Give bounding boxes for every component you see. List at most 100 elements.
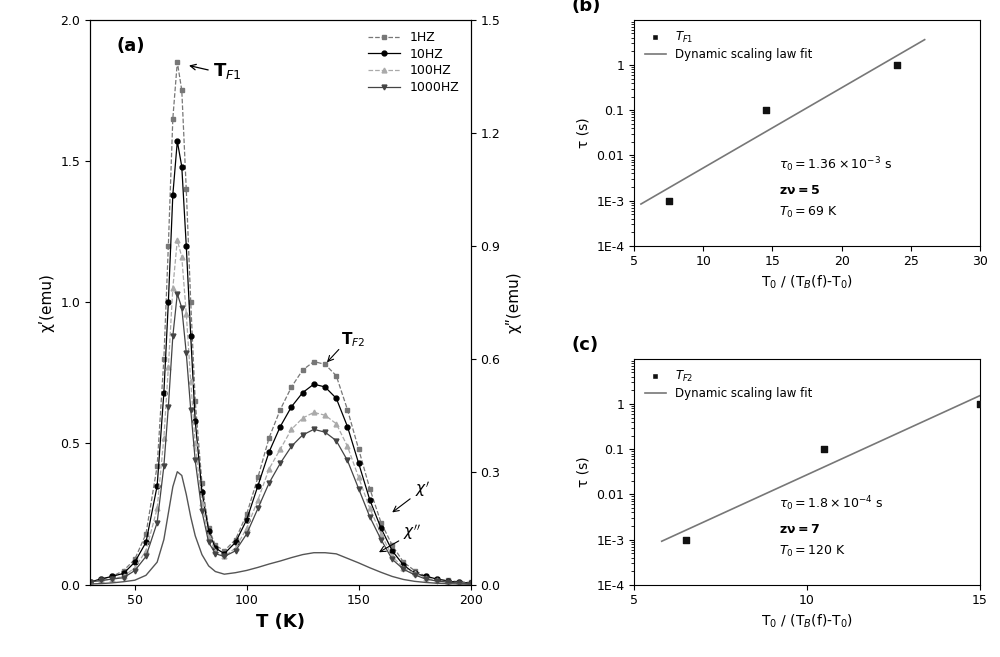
1HZ (209, 541, 221, 549)
Point (889, 60, 905, 70)
X-axis label: T$_0$ / (T$_B$(f)-T$_0$): T$_0$ / (T$_B$(f)-T$_0$) (761, 613, 853, 631)
10HZ (453, 578, 465, 586)
10HZ (106, 572, 118, 580)
1HZ (176, 87, 188, 95)
1000HZ (84, 578, 96, 586)
10HZ (176, 163, 188, 171)
10HZ (185, 332, 197, 340)
100HZ (162, 363, 174, 371)
1000HZ (409, 571, 421, 579)
1000HZ (180, 349, 192, 357)
X-axis label: T$_0$ / (T$_B$(f)-T$_0$): T$_0$ / (T$_B$(f)-T$_0$) (761, 274, 853, 292)
Point (816, 444, 832, 455)
10HZ (285, 403, 297, 411)
1000HZ (189, 457, 201, 464)
1HZ (386, 541, 398, 549)
100HZ (319, 411, 331, 419)
1000HZ (341, 457, 353, 464)
100HZ (353, 474, 365, 482)
Text: $\mathbf{z\nu = 7}$: $\mathbf{z\nu = 7}$ (779, 523, 820, 535)
1HZ (341, 405, 353, 413)
1000HZ (118, 574, 130, 581)
10HZ (409, 570, 421, 578)
10HZ (167, 191, 179, 199)
1HZ (171, 58, 183, 66)
1HZ (158, 355, 170, 363)
1HZ (420, 572, 432, 580)
1HZ (409, 566, 421, 574)
10HZ (230, 539, 242, 547)
1000HZ (209, 550, 221, 558)
100HZ (397, 564, 409, 572)
1HZ (353, 445, 365, 453)
1000HZ (151, 518, 163, 526)
1HZ (274, 405, 286, 413)
10HZ (330, 394, 342, 402)
100HZ (176, 253, 188, 261)
Text: (a): (a) (117, 37, 145, 55)
1000HZ (375, 535, 387, 543)
Legend: 1HZ, 10HZ, 100HZ, 1000HZ: 1HZ, 10HZ, 100HZ, 1000HZ (363, 26, 464, 99)
Text: (b): (b) (572, 0, 601, 15)
10HZ (308, 380, 320, 388)
1HZ (453, 578, 465, 586)
100HZ (442, 578, 454, 586)
100HZ (158, 434, 170, 442)
10HZ (203, 527, 215, 535)
10HZ (171, 137, 183, 145)
Text: $\mathbf{z\nu = 5}$: $\mathbf{z\nu = 5}$ (779, 184, 820, 196)
100HZ (308, 409, 320, 417)
Point (661, 195, 677, 206)
1HZ (203, 524, 215, 532)
100HZ (465, 579, 477, 587)
10HZ (263, 448, 275, 456)
1HZ (185, 298, 197, 306)
Point (758, 105, 774, 116)
100HZ (189, 440, 201, 447)
100HZ (241, 524, 253, 532)
10HZ (386, 547, 398, 555)
1000HZ (252, 505, 264, 512)
100HZ (151, 505, 163, 512)
Legend: $T_{F1}$, Dynamic scaling law fit: $T_{F1}$, Dynamic scaling law fit (640, 26, 817, 66)
Y-axis label: τ (s): τ (s) (577, 457, 591, 487)
10HZ (397, 561, 409, 569)
1HZ (308, 357, 320, 365)
10HZ (118, 570, 130, 578)
1000HZ (185, 405, 197, 413)
1000HZ (263, 479, 275, 487)
X-axis label: T (K): T (K) (256, 613, 305, 631)
10HZ (364, 496, 376, 504)
Text: $\tau_0 = 1.36\times10^{-3}$ s: $\tau_0 = 1.36\times10^{-3}$ s (779, 155, 892, 173)
1000HZ (285, 442, 297, 450)
100HZ (453, 579, 465, 587)
1000HZ (241, 530, 253, 538)
Text: $\mathbf{T}_{F1}$: $\mathbf{T}_{F1}$ (213, 60, 242, 81)
100HZ (386, 553, 398, 560)
1HZ (297, 366, 309, 374)
1000HZ (364, 513, 376, 521)
Text: (c): (c) (572, 336, 599, 354)
1000HZ (386, 555, 398, 563)
1000HZ (319, 428, 331, 436)
1000HZ (129, 566, 141, 574)
10HZ (442, 578, 454, 585)
1000HZ (465, 579, 477, 587)
10HZ (341, 422, 353, 430)
1HZ (397, 558, 409, 566)
100HZ (209, 547, 221, 555)
1HZ (151, 462, 163, 470)
1HZ (230, 535, 242, 543)
1HZ (167, 115, 179, 123)
10HZ (158, 389, 170, 397)
1HZ (431, 575, 443, 583)
100HZ (409, 570, 421, 578)
1HZ (465, 579, 477, 587)
10HZ (95, 575, 107, 583)
100HZ (167, 284, 179, 292)
1HZ (263, 434, 275, 442)
100HZ (203, 533, 215, 541)
1000HZ (176, 304, 188, 312)
1HZ (84, 578, 96, 586)
100HZ (252, 496, 264, 504)
